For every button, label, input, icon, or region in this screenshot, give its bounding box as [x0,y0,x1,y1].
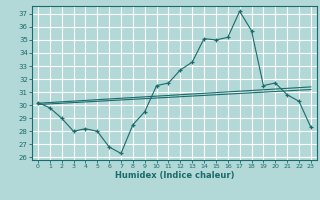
X-axis label: Humidex (Indice chaleur): Humidex (Indice chaleur) [115,171,234,180]
